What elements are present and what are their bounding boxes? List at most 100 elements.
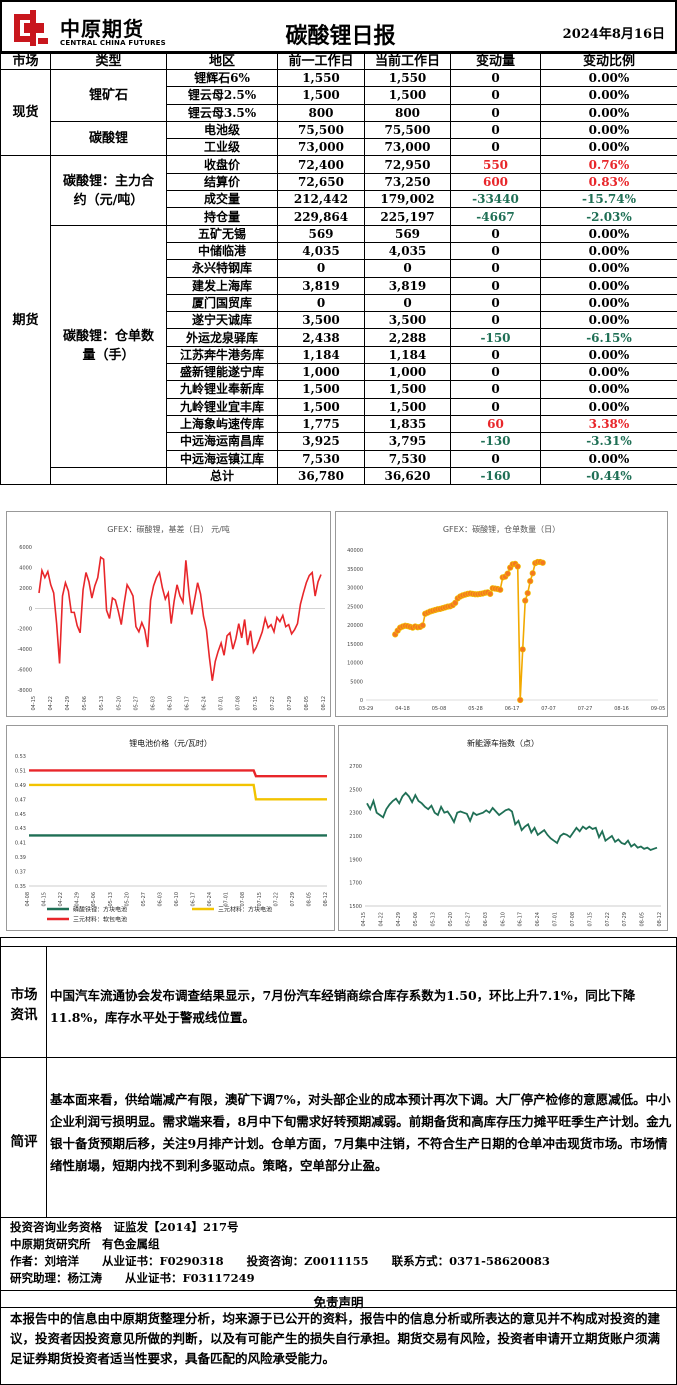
- cell-cur: 7,530: [364, 449, 451, 468]
- cell-pct: 0.00%: [540, 86, 677, 105]
- x-tick-label: 06-24: [202, 696, 208, 711]
- cell-chg: 0: [450, 68, 541, 88]
- x-tick-label: 08-12: [321, 696, 327, 711]
- legend-label: 磷酸铁锂：方块电池: [73, 906, 127, 914]
- cell-name: 江苏奔牛港务库: [166, 345, 278, 365]
- cell-prev: 800: [277, 103, 365, 122]
- company-logo-icon: [10, 8, 52, 48]
- cell-cur: 4,035: [364, 241, 451, 261]
- price-table: 市场 类型 地区 前一工作日 当前工作日 变动量 变动比例 现货 锂矿石 锂辉石6% 1,550 1,…: [0, 53, 677, 486]
- x-tick-label: 07-29: [287, 696, 293, 711]
- table-row: 外运龙泉驿库 2,438 2,288 -150 -6.15%: [1, 328, 677, 347]
- comment-text: 基本面来看，供给端减产有限，澳矿下调7%，对头部企业的成本预计再次下调。大厂停产…: [50, 1092, 672, 1173]
- cell-cur: 225,197: [364, 207, 451, 226]
- cell-pct: -3.31%: [540, 432, 677, 451]
- y-tick-label: 0.35: [15, 884, 26, 890]
- cell-chg: 550: [450, 155, 541, 174]
- cell-name: 持仓量: [166, 207, 278, 226]
- report-header: 中原期货 CENTRAL CHINA FUTURES 碳酸锂日报 2024年8月…: [0, 0, 677, 53]
- cell-chg: 0: [450, 311, 541, 330]
- warehouse-point: [517, 696, 524, 704]
- cell-cur: 179,002: [364, 190, 451, 209]
- cell-pct: 3.38%: [540, 414, 677, 434]
- warehouse-series-line: [394, 561, 543, 701]
- y-tick-label: 0.47: [15, 797, 26, 803]
- cell-prev: 73,000: [277, 138, 365, 157]
- y-tick-label: 25000: [347, 604, 363, 610]
- cell-chg: -160: [450, 466, 541, 486]
- type-total-blank: [50, 466, 167, 486]
- cell-chg: 0: [450, 259, 541, 278]
- y-tick-label: 2000: [19, 586, 32, 592]
- table-row: 九岭锂业奉新库 1,500 1,500 0 0.00%: [1, 380, 677, 399]
- cell-prev: 229,864: [277, 207, 365, 226]
- x-tick-label: 07-15: [253, 696, 259, 711]
- table-header-row: 市场 类型 地区 前一工作日 当前工作日 变动量 变动比例: [0, 53, 677, 70]
- cell-name: 永兴特钢库: [166, 259, 278, 278]
- assistant-line: 研究助理：杨江涛 从业证书：F03117249: [10, 1271, 255, 1285]
- table-row: 持仓量 229,864 225,197 -4667 -2.03%: [1, 207, 677, 226]
- table-row: 中远海运镇江库 7,530 7,530 0 0.00%: [1, 449, 677, 468]
- cell-prev: 72,650: [277, 172, 365, 192]
- x-tick-label: 05-27: [133, 696, 139, 711]
- cell-pct: 0.00%: [540, 276, 677, 295]
- y-tick-label: 30000: [347, 586, 363, 592]
- x-tick-label: 04-22: [48, 696, 54, 711]
- x-tick-label: 07-22: [605, 912, 611, 927]
- report-date: 2024年8月16日: [562, 27, 665, 42]
- y-tick-label: 0.37: [15, 870, 26, 876]
- x-tick-label: 07-15: [587, 912, 593, 927]
- cell-chg: 0: [450, 397, 541, 416]
- table-row: 江苏奔牛港务库 1,184 1,184 0 0.00%: [1, 345, 677, 365]
- cell-prev: 1,775: [277, 414, 365, 434]
- warehouse-point: [419, 622, 426, 629]
- cell-chg: -33440: [450, 190, 541, 209]
- market-futures: 期货: [0, 155, 51, 486]
- y-tick-label: -8000: [17, 688, 32, 694]
- cell-chg: 0: [450, 276, 541, 295]
- y-tick-label: 15000: [347, 642, 363, 648]
- basis-chart: -8000 -6000 -4000 -2000 0 2000 4000 6000 04-15 04…: [17, 545, 327, 711]
- y-tick-label: 10000: [347, 661, 363, 667]
- cell-prev: 0: [277, 293, 365, 313]
- y-tick-label: 1700: [349, 881, 362, 887]
- x-tick-label: 06-10: [500, 912, 506, 927]
- y-tick-label: 2100: [349, 834, 362, 840]
- cell-prev: 7,530: [277, 449, 365, 468]
- cell-cur: 1,000: [364, 363, 451, 382]
- x-tick-label: 07-22: [273, 892, 279, 907]
- cell-chg: -4667: [450, 207, 541, 226]
- cell-prev: 1,500: [277, 380, 365, 399]
- cell-name: 中远海运镇江库: [166, 449, 278, 468]
- table-header-cell: 当前工作日: [364, 53, 451, 70]
- table-row: 九岭锂业宜丰库 1,500 1,500 0 0.00%: [1, 397, 677, 416]
- cell-name: 五矿无锡: [166, 224, 278, 243]
- nev-chart-panel: 新能源车指数（点） 1500 1700 1900 2100 2300 2500 2700 04…: [338, 725, 668, 931]
- table-row: 成交量 212,442 179,002 -33440 -15.74%: [1, 190, 677, 209]
- x-tick-label: 07-08: [240, 892, 246, 907]
- table-row: 永兴特钢库 0 0 0 0.00%: [1, 259, 677, 278]
- y-tick-label: 0: [29, 606, 32, 612]
- y-tick-label: 35000: [347, 567, 363, 573]
- table-row: 现货 锂矿石 锂辉石6% 1,550 1,550 0 0.00%: [0, 68, 677, 157]
- table-row: 碳酸锂 电池级 75,500 75,500 0 0.00%: [1, 120, 677, 157]
- x-tick-label: 08-05: [304, 696, 310, 711]
- cell-chg: -150: [450, 328, 541, 347]
- x-tick-label: 04-15: [42, 892, 48, 907]
- y-tick-label: 20000: [347, 623, 363, 629]
- cell-cur: 2,288: [364, 328, 451, 347]
- x-tick-label: 04-29: [75, 892, 81, 907]
- cell-chg: 0: [450, 293, 541, 313]
- legend-label: 三元材料：方块电池: [218, 906, 272, 914]
- cell-cur: 1,550: [364, 68, 451, 88]
- x-tick-label: 05-13: [431, 912, 437, 927]
- y-tick-label: 0.43: [15, 826, 26, 832]
- y-tick-label: 2700: [349, 764, 362, 770]
- warehouse-point: [514, 563, 521, 570]
- cell-cur: 3,500: [364, 311, 451, 330]
- cell-cur: 1,500: [364, 397, 451, 416]
- table-row: 中远海运南昌库 3,925 3,795 -130 -3.31%: [1, 432, 677, 451]
- cell-pct: 0.76%: [540, 155, 677, 174]
- basis-chart-panel: GFEX：碳酸锂，基差（日） 元/吨 -8000 -6000 -4000 -2000 0…: [6, 511, 331, 717]
- cell-prev: 3,925: [277, 432, 365, 451]
